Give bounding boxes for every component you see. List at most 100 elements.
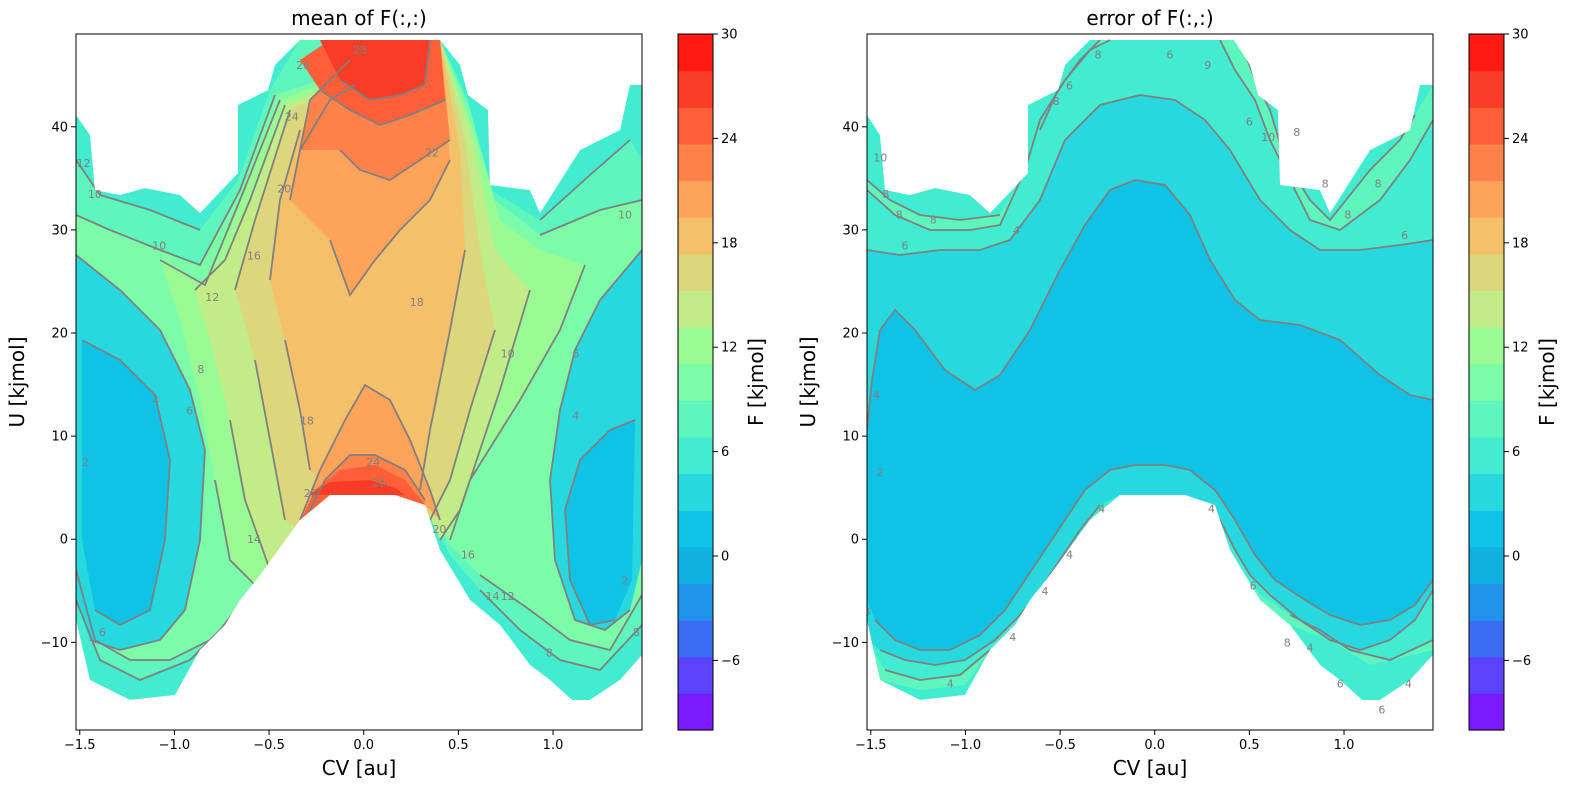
mean-colorbar-tick-label: 6	[721, 445, 729, 460]
mean-colorbar-segment	[678, 70, 713, 108]
error-contour-label: 8	[1322, 178, 1329, 191]
error-contour-label: 6	[1166, 49, 1173, 62]
error-contour-label: 8	[1293, 126, 1300, 139]
error-contour-label: 2	[877, 466, 884, 479]
mean-contour-label: 2	[621, 574, 628, 587]
error-contour-label: 4	[1098, 502, 1105, 515]
error-ytick-label: 30	[842, 223, 859, 238]
mean-colorbar-segment	[678, 510, 713, 548]
mean-colorbar-tick-label: 24	[721, 132, 738, 147]
mean-colorbar-tick-label: −6	[721, 654, 740, 669]
error-colorbar-segment	[1469, 436, 1504, 475]
mean-xtick-label: −0.5	[253, 738, 285, 753]
error-colorbar-segment	[1469, 400, 1504, 438]
error-colorbar-tick-label: −6	[1512, 654, 1531, 669]
mean-xtick-label: 1.0	[543, 738, 564, 753]
error-xtick-label: 0.0	[1144, 738, 1165, 753]
mean-xlabel: CV [au]	[322, 756, 397, 780]
error-contour-label: 6	[901, 239, 908, 252]
mean-colorbar-segment	[678, 436, 713, 475]
error-colorbar-segment	[1469, 290, 1504, 328]
mean-colorbar-frame	[677, 33, 714, 731]
mean-colorbar-tick-label: 18	[721, 236, 738, 251]
mean-colorbar-segment	[678, 143, 713, 182]
error-colorbar-tick-label: 6	[1512, 445, 1520, 460]
error-ytick-label: 40	[842, 120, 859, 135]
mean-contour-label: 22	[304, 487, 318, 500]
mean-colorbar-segment	[678, 34, 713, 72]
mean-contour-label: 26	[296, 59, 310, 72]
mean-contour-label: 14	[485, 590, 499, 603]
mean-contour-label: 6	[572, 348, 579, 361]
mean-colorbar-label: F [kjmol]	[744, 338, 768, 426]
error-xlabel: CV [au]	[1113, 756, 1188, 780]
mean-colorbar-segment	[678, 107, 713, 145]
error-contour-label: 4	[1405, 678, 1412, 691]
mean-colorbar-tick-label: 30	[721, 28, 738, 43]
mean-colorbar: −6 0 6 12 18 24 30	[677, 28, 740, 731]
error-colorbar-segment	[1469, 217, 1504, 255]
error-contour-label: 8	[1284, 636, 1291, 649]
error-contour-label: 4	[1041, 585, 1048, 598]
mean-contour-label: 2	[82, 456, 89, 469]
error-colorbar-tick-label: 24	[1512, 132, 1529, 147]
mean-contour-label: 16	[247, 250, 261, 263]
mean-colorbar-segment	[678, 327, 713, 365]
mean-title: mean of F(:,:)	[291, 6, 427, 30]
mean-colorbar-segment	[678, 290, 713, 328]
error-contour-label: 6	[1246, 116, 1253, 129]
mean-ytick-label: 10	[51, 430, 68, 445]
mean-contour-label: 12	[501, 590, 515, 603]
mean-xtick-label: 0.0	[353, 738, 374, 753]
error-contour-label: 8	[1344, 208, 1351, 221]
mean-ytick-label: 0	[60, 533, 68, 548]
error-colorbar-segment	[1469, 620, 1504, 658]
error-colorbar-tick-label: 0	[1512, 550, 1520, 565]
mean-colorbar-tick-label: 12	[721, 341, 738, 356]
mean-colorbar-segment	[678, 620, 713, 658]
mean-colorbar-tick-label: 0	[721, 550, 729, 565]
error-contour-label: 6	[1401, 229, 1408, 242]
mean-contour-label: 10	[501, 348, 515, 361]
mean-contour-label: 20	[432, 523, 446, 536]
error-contour-label: 10	[1261, 131, 1275, 144]
error-contour-label: 4	[1013, 224, 1020, 237]
error-colorbar-segment	[1469, 363, 1504, 401]
error-contour-label: 8	[930, 214, 937, 227]
mean-contour-label: 12	[77, 157, 91, 170]
error-ytick-label: 20	[842, 327, 859, 342]
error-xtick-label: 1.0	[1334, 738, 1355, 753]
mean-xtick-label: 0.5	[448, 738, 469, 753]
mean-colorbar-segment	[678, 583, 713, 621]
mean-contour-label: 14	[247, 533, 261, 546]
mean-ylabel: U [kjmol]	[5, 336, 29, 427]
mean-colorbar-segment	[678, 473, 713, 511]
error-colorbar-segment	[1469, 327, 1504, 365]
mean-contour-label: 16	[461, 549, 475, 562]
error-title: error of F(:,:)	[1086, 6, 1213, 30]
error-contour-label: 8	[896, 208, 903, 221]
error-contour-label: 6	[1378, 703, 1385, 716]
error-contour-label: 6	[1066, 80, 1073, 93]
mean-contour-label: 8	[633, 626, 640, 639]
mean-xtick-label: −1.0	[159, 738, 191, 753]
error-plot-frame	[866, 33, 1434, 731]
mean-ytick-label: 40	[51, 120, 68, 135]
error-colorbar-segment	[1469, 656, 1504, 694]
mean-colorbar-segment	[678, 217, 713, 255]
mean-contour-label: 10	[152, 239, 166, 252]
mean-contour-label: 26	[372, 477, 386, 490]
error-colorbar-segment	[1469, 34, 1504, 72]
mean-contour-label: 12	[205, 291, 219, 304]
mean-colorbar-segment	[678, 253, 713, 292]
error-contour-label: 8	[882, 188, 889, 201]
mean-contour-label: 18	[300, 415, 314, 428]
mean-contour-lines	[76, 39, 642, 681]
error-colorbar-segment	[1469, 473, 1504, 511]
